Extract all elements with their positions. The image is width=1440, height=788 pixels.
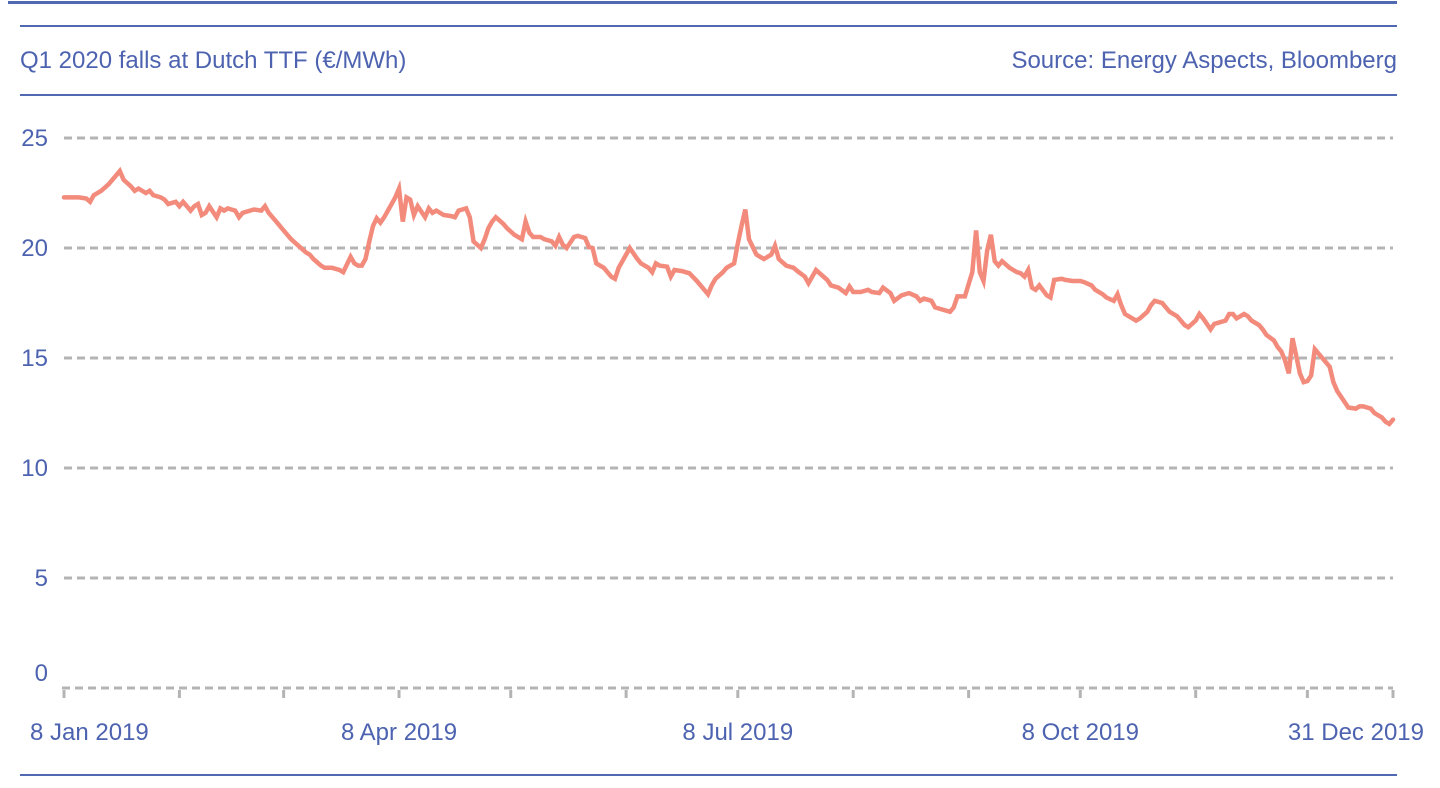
x-axis-label: 8 Oct 2019 [1022,719,1139,746]
top-accent-border [8,1,1397,4]
x-axis-label: 8 Apr 2019 [341,719,457,746]
y-axis-label: 0 [35,660,48,687]
price-line-series [61,166,1396,427]
y-axis-label: 25 [21,125,48,152]
y-axis-labels: 25 20 15 10 5 0 [21,125,48,687]
x-axis-ticks [62,690,1395,698]
chart-title: Q1 2020 falls at Dutch TTF (€/MWh) [20,46,407,74]
x-axis-label: 8 Jul 2019 [682,719,793,746]
y-gridlines [62,136,1393,690]
chart-header: Q1 2020 falls at Dutch TTF (€/MWh) Sourc… [20,25,1397,96]
y-axis-label: 15 [21,345,48,372]
x-axis-label: 8 Jan 2019 [30,719,149,746]
x-axis-label: 31 Dec 2019 [1288,719,1424,746]
x-axis-labels: 8 Jan 2019 8 Apr 2019 8 Jul 2019 8 Oct 2… [30,719,1424,746]
y-axis-label: 20 [21,235,48,262]
y-axis-label: 5 [35,565,48,592]
y-axis-label: 10 [21,455,48,482]
chart-source: Source: Energy Aspects, Bloomberg [1011,46,1397,74]
footer-rule [20,774,1397,776]
